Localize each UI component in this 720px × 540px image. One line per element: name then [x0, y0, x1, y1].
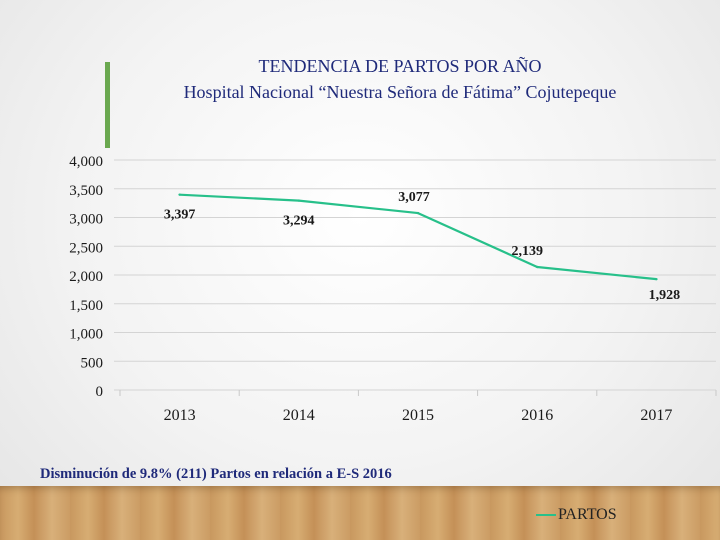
- y-tick-label: 0: [96, 384, 104, 400]
- data-point: [416, 211, 420, 215]
- y-tick-label: 2,500: [69, 240, 103, 256]
- data-label: 2,139: [511, 244, 543, 259]
- accent-bar: [105, 62, 110, 148]
- wood-floor-decoration: [0, 486, 720, 540]
- y-tick-label: 2,000: [69, 269, 103, 285]
- data-label: 3,397: [164, 208, 196, 223]
- legend: PARTOS: [536, 506, 617, 524]
- data-label: 1,928: [649, 288, 681, 303]
- y-tick-label: 1,000: [69, 327, 103, 343]
- chart-title: TENDENCIA DE PARTOS POR AÑO: [258, 56, 542, 76]
- chart-subtitle: Hospital Nacional “Nuestra Señora de Fát…: [183, 82, 617, 102]
- data-point: [536, 265, 539, 269]
- x-tick-label: 2014: [283, 407, 315, 424]
- x-tick-label: 2013: [164, 407, 196, 424]
- data-point: [178, 193, 181, 196]
- y-tick-label: 3,500: [69, 183, 103, 199]
- summary-note: Disminución de 9.8% (211) Partos en rela…: [40, 466, 392, 482]
- data-point: [655, 277, 658, 281]
- data-label: 3,077: [398, 190, 430, 205]
- legend-line-marker: [536, 514, 556, 516]
- data-label: 3,294: [283, 214, 315, 229]
- x-tick-label: 2015: [402, 407, 434, 424]
- x-tick-label: 2016: [521, 407, 553, 424]
- series-line-partos: [179, 193, 657, 281]
- y-tick-label: 500: [81, 355, 104, 371]
- y-tick-label: 3,000: [69, 212, 103, 228]
- y-tick-label: 4,000: [69, 154, 103, 170]
- data-point: [297, 199, 300, 202]
- x-tick-label: 2017: [640, 407, 672, 424]
- y-tick-label: 1,500: [69, 298, 103, 314]
- legend-label: PARTOS: [558, 506, 617, 523]
